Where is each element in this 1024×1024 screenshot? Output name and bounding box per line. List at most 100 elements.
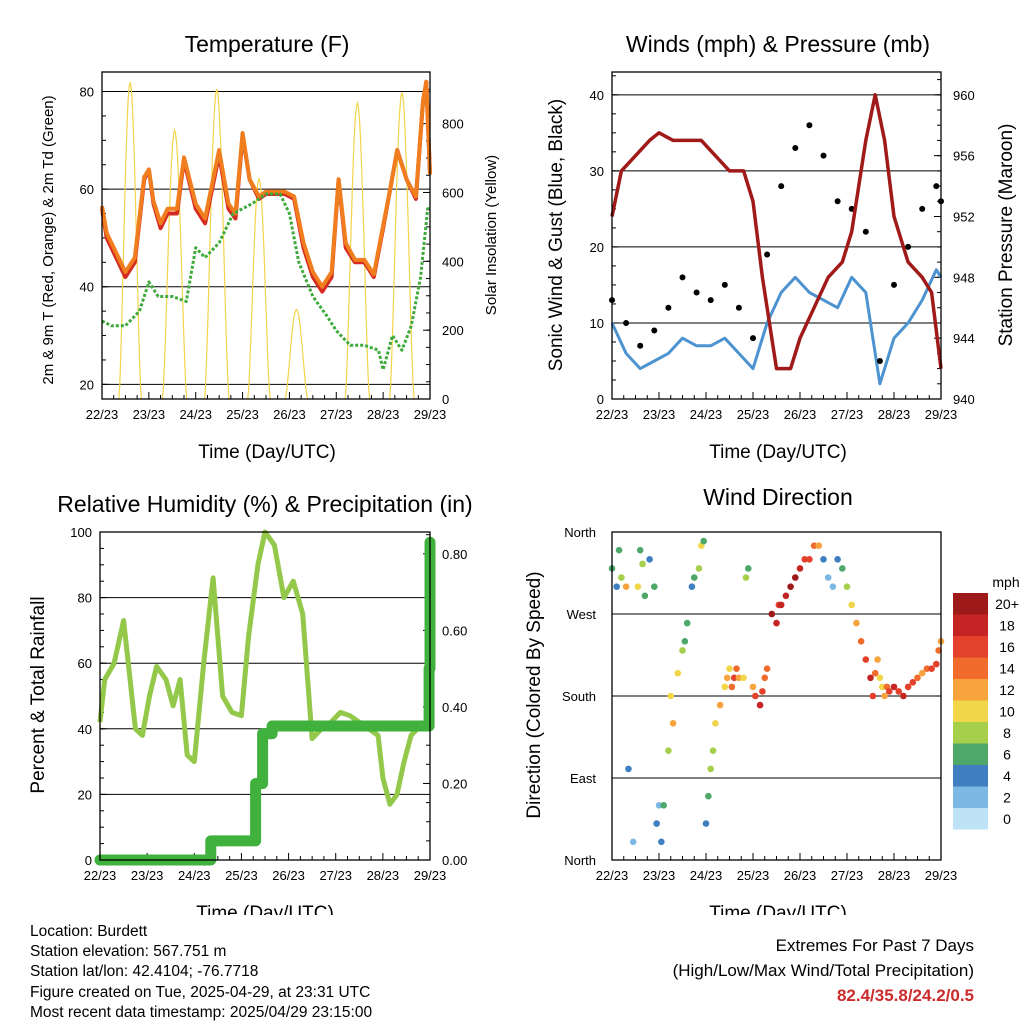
- extremes-subtitle: (High/Low/Max Wind/Total Precipitation): [672, 961, 974, 980]
- direction-panel: Wind Direction Time (Day/UTC) Direction (C…: [524, 484, 1020, 915]
- direction-y-tick-label: East: [570, 771, 596, 786]
- humidity-y-tick-label: 100: [70, 525, 92, 540]
- direction-point: [876, 674, 884, 682]
- direction-point: [646, 556, 653, 563]
- direction-point: [721, 683, 729, 691]
- winds-y2-tick-label: 948: [953, 270, 975, 285]
- winds-x-tick-label: 27/23: [831, 407, 864, 422]
- insolation-peak-0: [118, 82, 142, 400]
- humidity-y-axis-label: Percent & Total Rainfall: [28, 596, 49, 793]
- direction-point: [745, 565, 752, 572]
- meteogram-figure: Temperature (F) Time (Day/UTC) 2m & 9m T (…: [28, 31, 1020, 915]
- temperature-y2-tick-label: 200: [442, 323, 464, 338]
- direction-point: [918, 669, 926, 677]
- gust-point: [792, 145, 799, 152]
- direction-point: [904, 683, 912, 691]
- temperature-x-tick-label: 28/23: [367, 407, 400, 422]
- direction-point: [679, 647, 686, 654]
- temperature-x-tick-label: 22/23: [86, 407, 119, 422]
- direction-point: [615, 546, 623, 554]
- direction-point: [752, 692, 759, 700]
- direction-point: [862, 656, 870, 663]
- humidity-y2-tick-label: 0.60: [442, 623, 467, 638]
- station-info: Location: Burdett Station elevation: 567…: [30, 922, 372, 1023]
- direction-point: [848, 601, 855, 609]
- humidity-x-tick-label: 24/23: [178, 868, 211, 883]
- direction-point: [700, 537, 707, 545]
- speed-legend: mph 20+ 18 16 14 12 10 8 6 4 2 0: [953, 574, 1020, 830]
- direction-point: [735, 674, 743, 682]
- humidity-y-tick-label: 40: [78, 722, 92, 737]
- humidity-x-tick-label: 27/23: [319, 868, 352, 883]
- direction-point: [740, 674, 747, 682]
- direction-x-tick-label: 24/23: [690, 868, 723, 883]
- insolation-peak-2: [204, 89, 230, 400]
- direction-x-tick-label: 26/23: [784, 868, 817, 883]
- direction-point: [613, 583, 620, 590]
- direction-y-tick-label: West: [567, 607, 597, 622]
- temperature-y2-axis-label: Solar Insolation (Yellow): [483, 155, 500, 315]
- humidity-panel: Relative Humidity (%) & Precipitation (i…: [28, 491, 473, 915]
- humidity-y2-tick-label: 0.20: [442, 776, 467, 791]
- winds-y-tick-label: 20: [590, 240, 604, 255]
- gust-point: [820, 152, 827, 159]
- direction-point: [641, 592, 649, 600]
- direction-y-tick-label: South: [562, 689, 596, 704]
- latlon-text: Station lat/lon: 42.4104; -76.7718: [30, 963, 259, 981]
- direction-point: [759, 688, 766, 695]
- temperature-plot-border: [101, 71, 431, 400]
- direction-point: [660, 802, 667, 809]
- gust-point: [806, 122, 813, 129]
- temperature-y-tick-label: 40: [80, 280, 94, 295]
- temperature-y2-tick-label: 800: [442, 117, 464, 132]
- direction-point: [636, 546, 644, 554]
- speed-legend-label: 18: [999, 618, 1015, 634]
- winds-x-tick-label: 25/23: [737, 407, 770, 422]
- temperature-y-tick-label: 20: [80, 377, 94, 392]
- direction-point: [707, 765, 714, 773]
- gust-point: [764, 251, 771, 258]
- gust-point: [693, 289, 700, 296]
- speed-legend-swatch: [953, 786, 988, 808]
- humidity-x-tick-label: 23/23: [131, 868, 164, 883]
- gust-point: [778, 183, 785, 190]
- direction-point: [681, 638, 689, 645]
- humidity-y2-tick-label: 0.00: [442, 853, 467, 868]
- direction-plot-border: [611, 531, 942, 861]
- gust-point: [679, 274, 686, 281]
- humidity-y-tick-label: 0: [85, 853, 92, 868]
- direction-point: [622, 583, 630, 590]
- winds-x-tick-label: 26/23: [784, 407, 817, 422]
- direction-point: [796, 565, 804, 572]
- elevation-text: Station elevation: 567.751 m: [30, 943, 227, 961]
- winds-x-tick-label: 28/23: [878, 407, 911, 422]
- direction-y-axis-label: Direction (Colored By Speed): [524, 571, 545, 818]
- temperature-y2-tick-label: 0: [442, 392, 449, 407]
- direction-point: [653, 820, 660, 827]
- direction-point: [914, 674, 921, 682]
- gust-point: [919, 205, 926, 212]
- direction-y-tick-label: North: [564, 525, 596, 540]
- direction-point: [749, 683, 757, 691]
- temperature-x-tick-label: 26/23: [273, 407, 306, 422]
- direction-point: [923, 665, 931, 672]
- temperature-title: Temperature (F): [185, 31, 350, 57]
- direction-point: [728, 683, 736, 691]
- winds-panel: Winds (mph) & Pressure (mb) Time (Day/UTC…: [546, 31, 1017, 463]
- direction-point: [787, 583, 794, 590]
- temperature-x-tick-label: 25/23: [226, 407, 259, 422]
- gust-point: [721, 281, 728, 288]
- 2m-td-line: [101, 192, 430, 372]
- winds-title: Winds (mph) & Pressure (mb): [626, 31, 930, 57]
- winds-y-tick-label: 10: [590, 316, 604, 331]
- direction-point: [782, 592, 790, 600]
- gust-point: [848, 205, 855, 212]
- winds-y2-tick-label: 952: [953, 209, 975, 224]
- speed-legend-label: 0: [1003, 811, 1011, 827]
- humidity-x-tick-label: 28/23: [367, 868, 400, 883]
- direction-point: [839, 565, 846, 572]
- direction-point: [815, 542, 823, 549]
- direction-point: [768, 610, 776, 618]
- direction-point: [792, 574, 799, 581]
- direction-point: [716, 701, 724, 709]
